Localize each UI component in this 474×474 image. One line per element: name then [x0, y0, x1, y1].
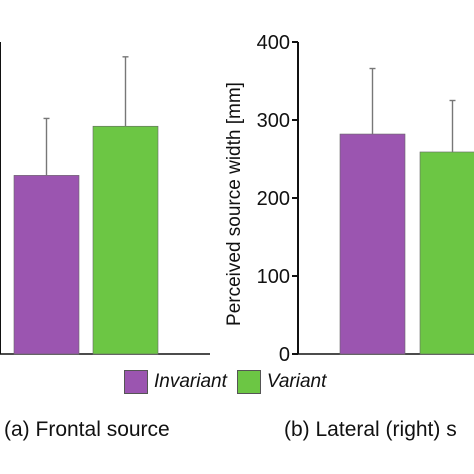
legend-label-variant: Variant — [266, 371, 327, 392]
bar-invariant — [13, 175, 80, 355]
legend-item-invariant: Invariant — [124, 370, 227, 394]
caption-panel-b: (b) Lateral (right) s — [284, 418, 457, 441]
y-tick-label: 200 — [257, 188, 290, 210]
y-tick-label: 0 — [279, 344, 290, 366]
legend-label-invariant: Invariant — [154, 371, 227, 392]
legend-swatch-invariant — [124, 370, 148, 394]
bar-invariant — [339, 133, 406, 355]
bar-variant — [92, 125, 159, 355]
legend-item-variant: Variant — [236, 370, 327, 394]
y-tick-label: 100 — [257, 266, 290, 288]
legend-swatch-variant — [236, 370, 261, 394]
y-axis-label: Perceived source width [mm] — [224, 82, 245, 326]
y-tick-label: 400 — [257, 32, 290, 54]
caption-panel-a: (a) Frontal source — [4, 418, 170, 441]
chart-panel-b: 0 100 200 300 400 Perceived source width [mm] — [224, 32, 474, 366]
y-tick-label: 300 — [257, 110, 290, 132]
chart-panel-a — [0, 42, 210, 355]
legend: Invariant Variant — [124, 368, 326, 396]
bar-variant — [419, 151, 474, 355]
